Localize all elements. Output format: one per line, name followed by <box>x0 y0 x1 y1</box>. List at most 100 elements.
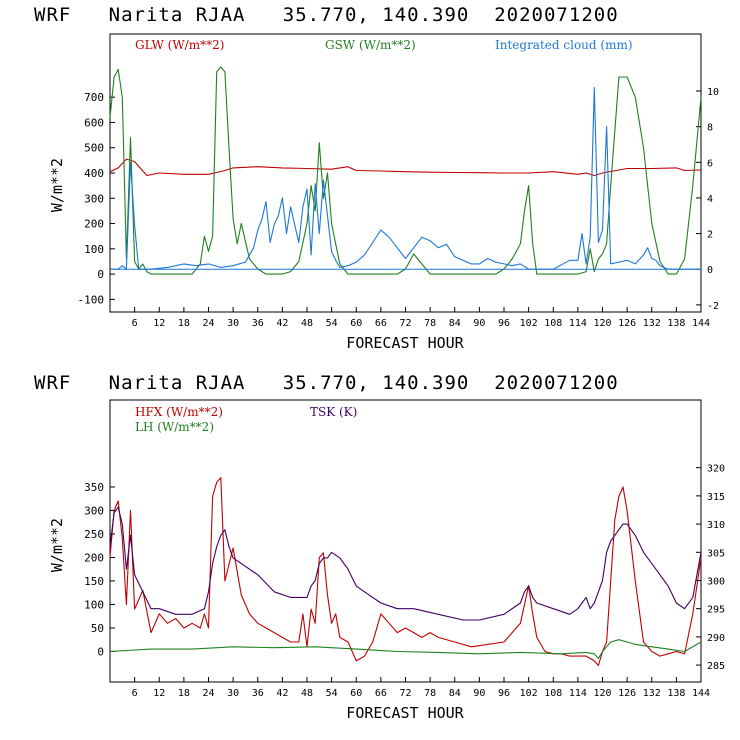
x-tick-label: 120 <box>593 688 611 699</box>
x-tick-label: 120 <box>593 318 611 329</box>
series-line-2 <box>109 639 702 660</box>
chart-bottom-axes: 6 12 18 24 30 36 42 48 54 60 66 72 78 84 90 96 102 108 114… <box>84 464 725 699</box>
y2-tick-label: 305 <box>707 548 725 559</box>
x-tick-label: 12 <box>153 318 165 329</box>
series-line-2 <box>109 66 702 275</box>
y2-tick-label: 4 <box>707 194 713 205</box>
y-tick-label: 350 <box>84 481 104 494</box>
y2-tick-label: 300 <box>707 576 725 587</box>
x-tick-label: 30 <box>227 688 239 699</box>
x-tick-label: 54 <box>326 318 338 329</box>
chart-top-xlabel: FORECAST HOUR <box>346 334 464 352</box>
y2-tick-label: 8 <box>707 123 713 134</box>
x-tick-label: 18 <box>178 318 190 329</box>
x-tick-label: 90 <box>473 318 485 329</box>
chart-bottom-plot-frame <box>109 399 702 683</box>
chart-bottom-title: WRF Narita RJAA 35.770, 140.390 20200712… <box>34 372 619 394</box>
chart-top-series <box>109 66 702 275</box>
x-tick-label: 48 <box>301 688 313 699</box>
series-line-3 <box>109 506 702 621</box>
x-tick-label: 138 <box>667 688 685 699</box>
chart-top: WRF Narita RJAA 35.770, 140.390 20200712… <box>34 4 719 352</box>
y-tick-label: 300 <box>84 192 104 205</box>
chart-top-ylabel: W/m**2 <box>48 158 66 212</box>
x-tick-label: 138 <box>667 318 685 329</box>
chart-top-legend-gsw: GSW (W/m**2) <box>325 38 416 52</box>
x-tick-label: 60 <box>350 318 362 329</box>
chart-bottom-xlabel: FORECAST HOUR <box>346 704 464 722</box>
series-line-1 <box>109 477 702 667</box>
x-tick-label: 42 <box>276 318 288 329</box>
x-tick-label: 36 <box>252 688 264 699</box>
y2-tick-label: 2 <box>707 230 713 241</box>
x-tick-label: 96 <box>498 688 510 699</box>
y-tick-label: -100 <box>78 293 105 306</box>
y2-tick-label: 0 <box>707 265 713 276</box>
y-tick-label: 200 <box>84 218 104 231</box>
y-tick-label: 400 <box>84 167 104 180</box>
x-tick-label: 90 <box>473 688 485 699</box>
x-tick-label: 36 <box>252 318 264 329</box>
x-tick-label: 60 <box>350 688 362 699</box>
chart-top-plot-frame <box>109 33 702 313</box>
x-tick-label: 114 <box>569 688 587 699</box>
y2-tick-label: 315 <box>707 492 725 503</box>
x-tick-label: 132 <box>643 318 661 329</box>
x-tick-label: 108 <box>544 688 562 699</box>
x-tick-label: 54 <box>326 688 338 699</box>
x-tick-label: 72 <box>399 318 411 329</box>
x-tick-label: 30 <box>227 318 239 329</box>
x-tick-label: 96 <box>498 318 510 329</box>
x-tick-label: 6 <box>132 318 138 329</box>
y-tick-label: 200 <box>84 551 104 564</box>
y-tick-label: 500 <box>84 142 104 155</box>
y-tick-label: 600 <box>84 116 104 129</box>
chart-bottom-ylabel: W/m**2 <box>48 518 66 572</box>
chart-bottom: WRF Narita RJAA 35.770, 140.390 20200712… <box>34 372 725 722</box>
x-tick-label: 102 <box>520 688 538 699</box>
y2-tick-label: -2 <box>707 301 719 312</box>
x-tick-label: 84 <box>449 318 461 329</box>
x-tick-label: 126 <box>618 688 636 699</box>
y-tick-label: 50 <box>91 622 104 635</box>
x-tick-label: 42 <box>276 688 288 699</box>
chart-top-legend-glw: GLW (W/m**2) <box>135 38 224 52</box>
x-tick-label: 78 <box>424 318 436 329</box>
x-tick-label: 114 <box>569 318 587 329</box>
chart-bottom-series <box>109 477 702 667</box>
y2-tick-label: 290 <box>707 633 725 644</box>
x-tick-label: 108 <box>544 318 562 329</box>
y-tick-label: 250 <box>84 528 104 541</box>
chart-bottom-legend-lh: LH (W/m**2) <box>135 420 214 434</box>
chart-top-legend-cloud: Integrated cloud (mm) <box>495 38 633 52</box>
x-tick-label: 144 <box>692 688 710 699</box>
x-tick-label: 66 <box>375 318 387 329</box>
x-tick-label: 24 <box>202 318 214 329</box>
y-tick-label: 300 <box>84 504 104 517</box>
x-tick-label: 66 <box>375 688 387 699</box>
chart-bottom-legend-tsk: TSK (K) <box>310 405 357 419</box>
y-tick-label: 700 <box>84 91 104 104</box>
x-tick-label: 18 <box>178 688 190 699</box>
y-tick-label: 0 <box>97 268 104 281</box>
y-tick-label: 0 <box>97 645 104 658</box>
x-tick-label: 132 <box>643 688 661 699</box>
y2-tick-label: 320 <box>707 464 725 475</box>
y-tick-label: 100 <box>84 243 104 256</box>
y2-tick-label: 285 <box>707 661 725 672</box>
x-tick-label: 48 <box>301 318 313 329</box>
y2-tick-label: 6 <box>707 158 713 169</box>
y2-tick-label: 10 <box>707 87 719 98</box>
x-tick-label: 84 <box>449 688 461 699</box>
x-tick-label: 102 <box>520 318 538 329</box>
y-tick-label: 100 <box>84 598 104 611</box>
x-tick-label: 24 <box>202 688 214 699</box>
x-tick-label: 6 <box>132 688 138 699</box>
x-tick-label: 144 <box>692 318 710 329</box>
y2-tick-label: 310 <box>707 520 725 531</box>
y2-tick-label: 295 <box>707 605 725 616</box>
series-line-3 <box>110 86 701 270</box>
y-tick-label: 150 <box>84 575 104 588</box>
x-tick-label: 126 <box>618 318 636 329</box>
